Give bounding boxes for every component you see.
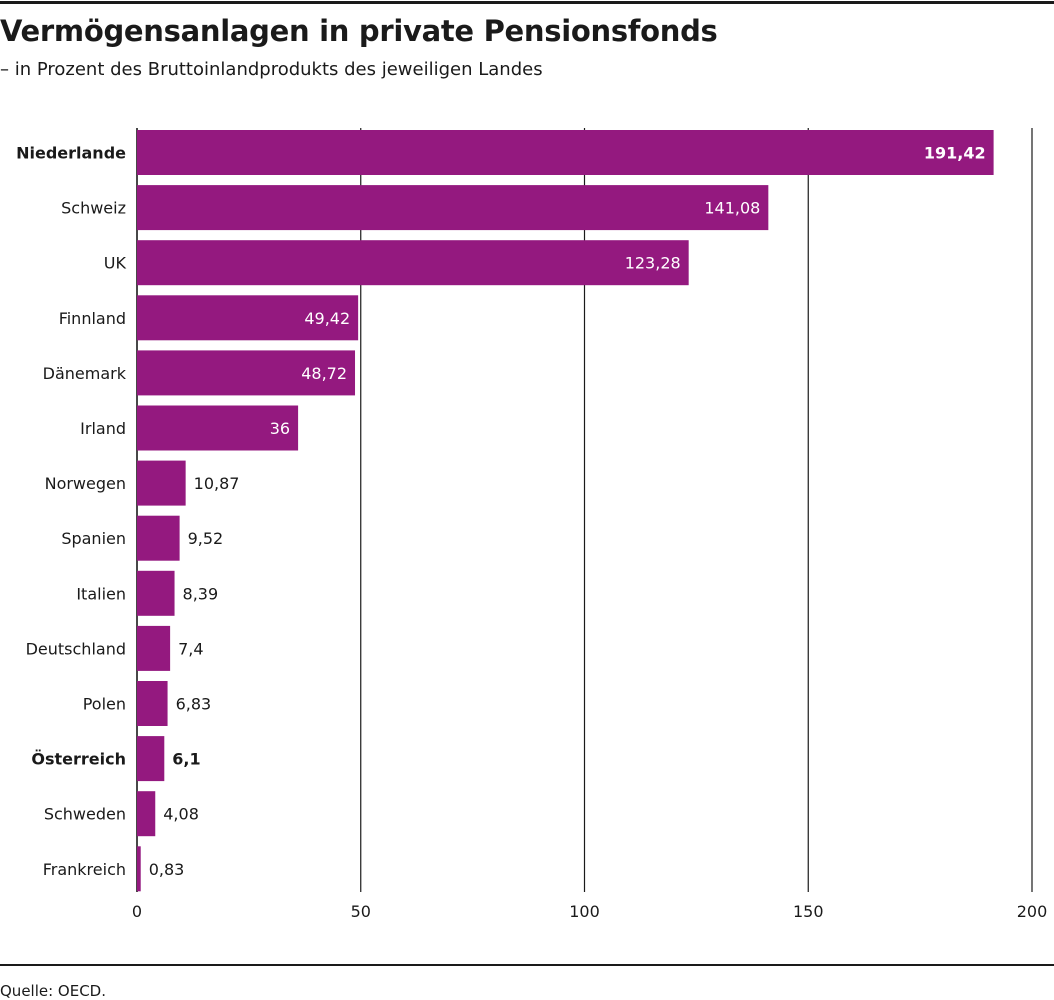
value-label: 48,72 xyxy=(301,364,347,383)
x-tick-label: 0 xyxy=(132,902,142,921)
x-tick-label: 50 xyxy=(351,902,371,921)
category-label: Polen xyxy=(83,695,126,714)
value-label: 7,4 xyxy=(178,639,203,658)
bar xyxy=(137,350,356,396)
value-label: 4,08 xyxy=(163,805,199,824)
chart-title: Vermögensanlagen in private Pensionsfond… xyxy=(0,14,718,48)
chart-subtitle: – in Prozent des Bruttoinlandprodukts de… xyxy=(0,59,543,80)
category-label: Frankreich xyxy=(43,860,126,879)
x-tick-label: 100 xyxy=(569,902,600,921)
bar xyxy=(137,405,299,451)
value-label: 8,39 xyxy=(183,584,219,603)
bar xyxy=(137,240,689,286)
category-label: Italien xyxy=(76,584,126,603)
category-label: Finnland xyxy=(59,309,126,328)
category-label: Norwegen xyxy=(45,474,126,493)
value-label: 191,42 xyxy=(924,144,986,163)
category-label: Spanien xyxy=(61,529,126,548)
value-label: 49,42 xyxy=(304,309,350,328)
bar xyxy=(137,736,165,782)
category-label: Schweden xyxy=(44,805,126,824)
bar xyxy=(137,570,175,616)
bar xyxy=(137,625,171,671)
value-label: 36 xyxy=(270,419,290,438)
value-label: 6,1 xyxy=(172,750,200,769)
value-label: 6,83 xyxy=(176,695,212,714)
bar xyxy=(137,185,769,231)
category-label: Österreich xyxy=(31,750,126,769)
value-label: 9,52 xyxy=(188,529,224,548)
bar xyxy=(137,846,141,892)
bar xyxy=(137,515,180,561)
source-note: Quelle: OECD. xyxy=(0,982,107,1000)
category-label: UK xyxy=(104,254,127,273)
bar xyxy=(137,681,168,726)
bar xyxy=(137,295,359,341)
value-label: 123,28 xyxy=(625,254,681,273)
bar xyxy=(137,130,994,175)
bar-chart: 0 50 100 150 200 Niederlande 191,42 Schweiz 141,… xyxy=(16,128,1048,921)
category-label: Schweiz xyxy=(61,199,126,218)
bar xyxy=(137,460,186,506)
category-label: Dänemark xyxy=(43,364,127,383)
bottom-rule xyxy=(0,964,1054,966)
value-label: 0,83 xyxy=(149,860,185,879)
category-label: Irland xyxy=(80,419,126,438)
x-tick-label: 150 xyxy=(793,902,824,921)
bar xyxy=(137,791,156,837)
category-label: Deutschland xyxy=(26,639,126,658)
category-label: Niederlande xyxy=(16,144,126,163)
value-label: 141,08 xyxy=(704,199,760,218)
top-rule xyxy=(0,1,1054,4)
x-tick-label: 200 xyxy=(1017,902,1048,921)
value-label: 10,87 xyxy=(194,474,240,493)
